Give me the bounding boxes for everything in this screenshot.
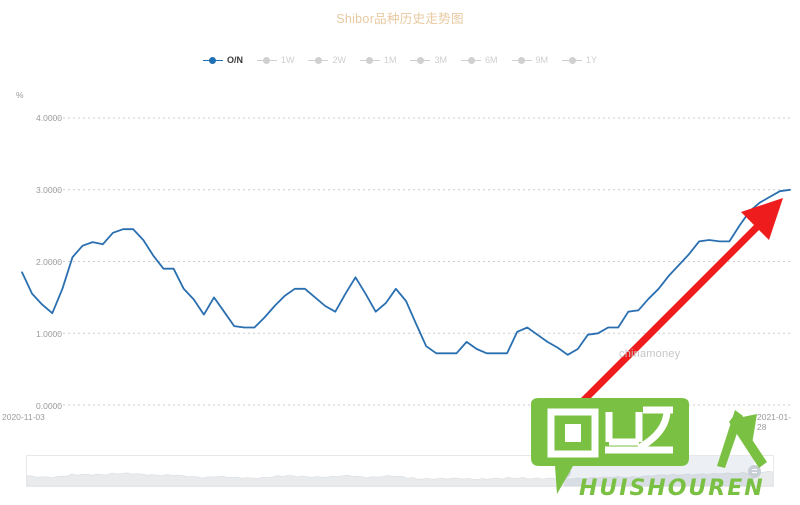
legend-marker-icon <box>256 56 277 65</box>
legend-label: 1M <box>383 55 397 65</box>
chart-title: Shibor品种历史走势图 <box>336 12 464 26</box>
legend-item-3m[interactable]: 3M <box>410 55 447 65</box>
legend-label: 9M <box>535 55 549 65</box>
legend-label: 6M <box>485 55 498 65</box>
legend-item-1m[interactable]: 1M <box>359 55 397 65</box>
huishouren-logo: HUISHOUREN <box>521 398 797 501</box>
legend-item-1y[interactable]: 1Y <box>562 55 597 65</box>
legend-item-2w[interactable]: 2W <box>308 55 346 65</box>
legend-item-1w[interactable]: 1W <box>256 55 295 65</box>
legend-item-9m[interactable]: 9M <box>511 55 549 65</box>
data-zoom-preview-chart <box>27 470 773 486</box>
x-axis-end-label: 2021-01-28 <box>757 412 792 432</box>
legend-label: 3M <box>434 55 447 65</box>
upward-trend-arrow-icon <box>563 198 783 421</box>
legend-item-6m[interactable]: 6M <box>461 55 498 65</box>
y-tick-label: 1.0000 <box>36 329 62 339</box>
y-tick-label: 0.0000 <box>36 401 62 411</box>
gridlines <box>48 117 792 406</box>
legend-label: 1Y <box>586 55 598 65</box>
chart-legend[interactable]: O/N 1W 2W 1M 3M 6M 9M 1Y <box>0 55 800 65</box>
legend-label: O/N <box>226 55 243 65</box>
logo-mark-icon <box>531 398 767 494</box>
legend-label: 1W <box>280 55 295 65</box>
y-axis-unit: % <box>16 90 24 100</box>
logo-text: HUISHOUREN <box>579 476 765 501</box>
legend-marker-icon <box>461 56 481 65</box>
legend-marker-icon <box>562 56 583 65</box>
data-zoom-handle-right[interactable] <box>747 464 761 478</box>
legend-marker-icon <box>410 56 431 65</box>
legend-marker-icon <box>202 56 223 65</box>
series-line-on <box>21 188 791 356</box>
legend-marker-icon <box>308 56 329 65</box>
legend-marker-icon <box>359 56 380 65</box>
chinamoney-watermark: chinamoney <box>619 348 681 360</box>
x-axis-start-label: 2020-11-03 <box>2 412 45 422</box>
legend-item-on[interactable]: O/N <box>202 55 243 65</box>
legend-label: 2W <box>332 55 346 65</box>
legend-marker-icon <box>511 56 532 65</box>
